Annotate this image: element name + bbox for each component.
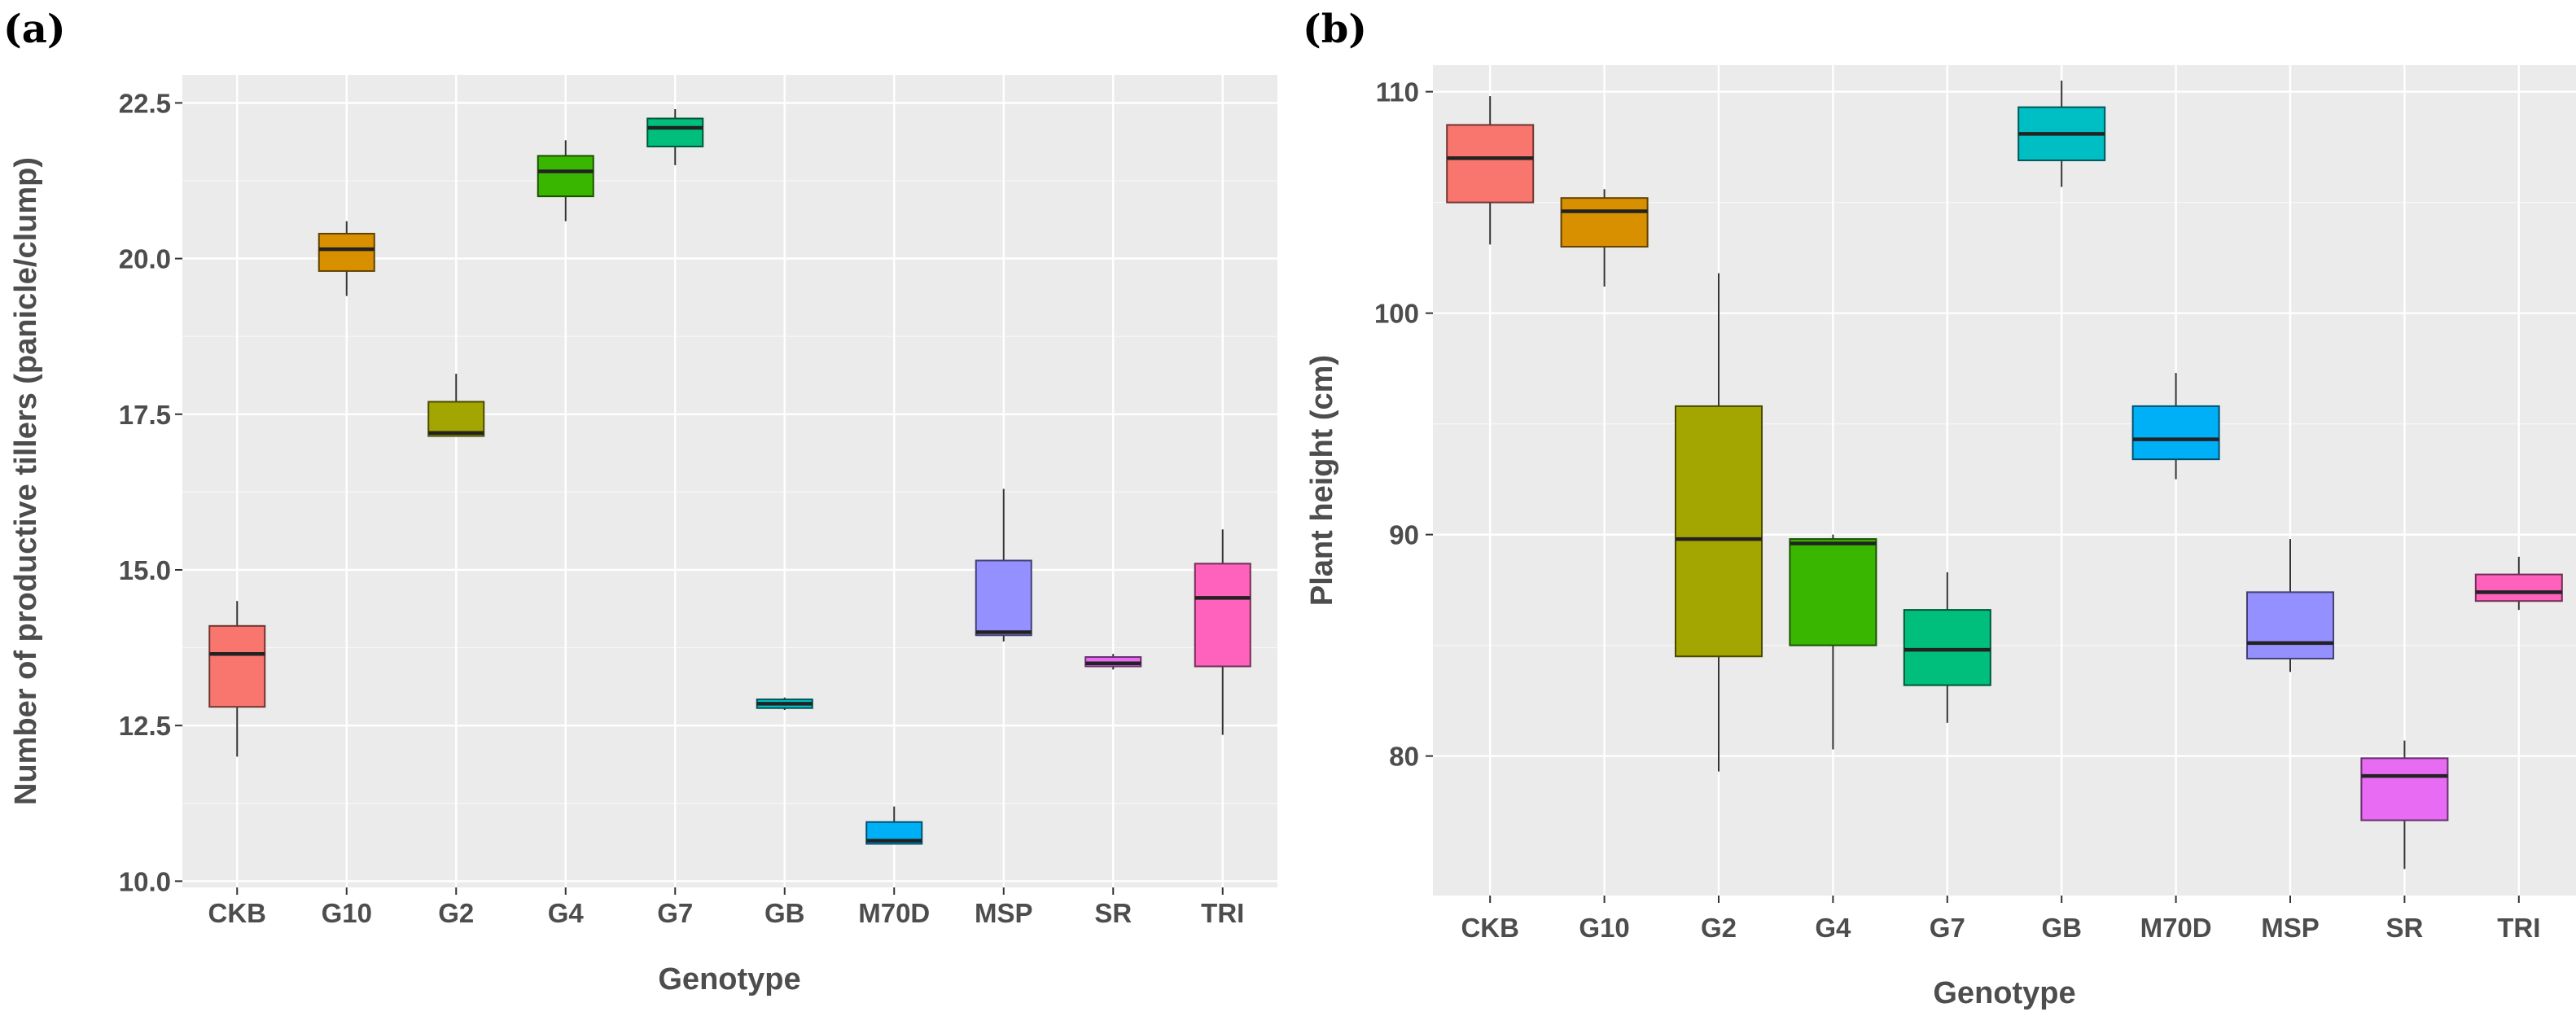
box-msp [975,559,1032,637]
x-tick-label: GB [2041,913,2082,943]
x-tick-label: CKB [208,898,267,928]
x-tick-labels-b: CKB G10 G2 G4 G7 GB M70D MSP SR TRI [1461,896,2540,943]
y-tick-label: 17.5 [119,400,171,430]
panel-b: (b) 80 90 100 110 CKB G10 G2 G4 G7 GB M70D MSP SR TR… [1303,7,2576,1010]
box-g7 [1903,609,1991,686]
box-g10 [318,233,375,272]
x-tick-label: G10 [1579,913,1629,943]
x-tick-label: G7 [1930,913,1965,943]
y-tick-label: 15.0 [119,555,171,585]
x-axis-title-a: Genotype [658,962,800,997]
gridlines-b [1433,65,2576,896]
y-axis-title-b: Plant height (cm) [1305,355,1339,606]
box-ckb [208,624,266,708]
y-tick-label: 20.0 [119,244,171,274]
panel-a: (a) 10.0 12.5 15.0 17.5 20.0 22.5 CKB G10 G2 G4 G… [3,7,1277,997]
boxes-a [208,109,1251,845]
box-g2 [1675,405,1763,658]
x-tick-label: M70D [858,898,930,928]
x-tick-label: MSP [975,898,1033,928]
x-tick-label: M70D [2140,913,2212,943]
x-tick-label: GB [764,898,805,928]
box-msp [2246,591,2334,659]
panel-b-label: (b) [1303,7,1367,52]
gridlines-a [182,75,1277,887]
panel-a-label: (a) [3,7,66,52]
x-tick-label: SR [2385,913,2423,943]
box-tri [2474,573,2563,602]
x-tick-labels-a: CKB G10 G2 G4 G7 GB M70D MSP SR TRI [208,887,1244,928]
plot-background-a [182,75,1277,887]
box-tri [1194,563,1251,668]
x-tick-label: TRI [1201,898,1244,928]
y-tick-label: 90 [1389,520,1419,550]
box-sr [2360,757,2449,821]
box-ckb [1446,124,1535,204]
y-tick-label: 10.0 [119,866,171,896]
x-tick-label: G7 [657,898,693,928]
y-axis-title-a: Number of productive tillers (panicle/cl… [9,157,43,805]
box-g7 [646,117,704,147]
y-tick-label: 80 [1389,742,1419,772]
box-m70d [2131,405,2220,461]
box-g2 [427,401,485,437]
y-tick-labels-b: 80 90 100 110 [1374,77,1433,772]
y-tick-labels-a: 10.0 12.5 15.0 17.5 20.0 22.5 [119,88,182,896]
x-tick-label: SR [1094,898,1132,928]
x-tick-label: G4 [1815,913,1851,943]
y-tick-label: 100 [1374,299,1419,329]
box-g10 [1560,197,1649,248]
x-tick-label: CKB [1461,913,1519,943]
y-tick-label: 22.5 [119,88,171,118]
boxes-b [1446,81,2563,869]
y-tick-label: 12.5 [119,711,171,741]
x-tick-label: G2 [1701,913,1737,943]
x-tick-label: G2 [438,898,474,928]
x-tick-label: TRI [2497,913,2540,943]
x-tick-label: MSP [2261,913,2320,943]
box-g4 [537,155,594,198]
x-tick-label: G10 [322,898,372,928]
y-tick-label: 110 [1376,77,1419,107]
box-g4 [1789,538,1877,646]
x-axis-title-b: Genotype [1933,976,2075,1010]
x-tick-label: G4 [548,898,585,928]
